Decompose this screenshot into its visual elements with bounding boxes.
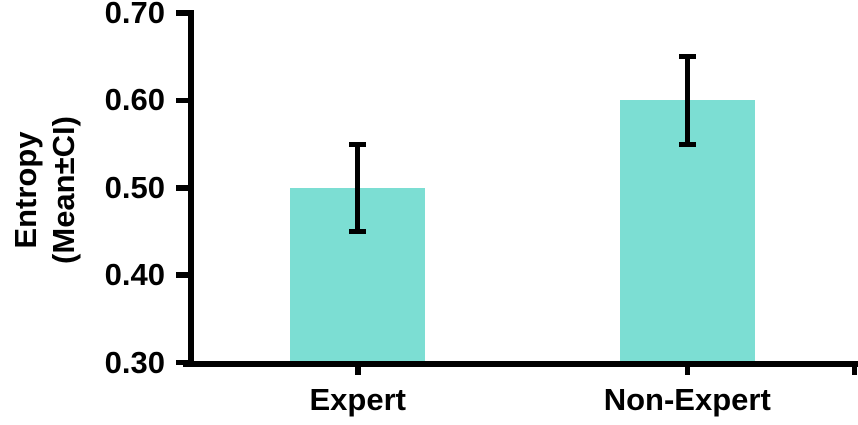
y-tick	[176, 10, 188, 16]
y-tick-label: 0.70	[104, 0, 165, 30]
x-tick-expert	[355, 366, 361, 375]
error-bar-top-cap-non-expert	[678, 54, 696, 60]
y-tick-label: 0.30	[104, 344, 165, 380]
x-category-label-non-expert: Non-Expert	[603, 382, 771, 417]
error-bar-top-cap-expert	[349, 141, 367, 147]
error-bar-bottom-cap-non-expert	[678, 141, 696, 147]
y-tick	[176, 272, 188, 278]
y-tick	[176, 359, 188, 366]
y-tick	[176, 97, 188, 104]
x-axis-end-tick	[851, 363, 857, 375]
y-tick-label: 0.50	[104, 169, 165, 205]
error-bar-line-non-expert	[684, 56, 690, 145]
x-tick-non-expert	[684, 366, 690, 375]
y-tick	[176, 185, 188, 191]
x-category-label-expert: Expert	[309, 382, 406, 417]
y-axis-line	[188, 10, 194, 367]
error-bar-bottom-cap-expert	[349, 228, 367, 234]
error-bar-line-expert	[355, 144, 361, 232]
y-axis-label-line1: Entropy	[8, 131, 43, 249]
x-axis-line	[183, 361, 858, 367]
y-tick-label: 0.60	[104, 82, 165, 118]
y-tick-label: 0.40	[104, 257, 165, 293]
